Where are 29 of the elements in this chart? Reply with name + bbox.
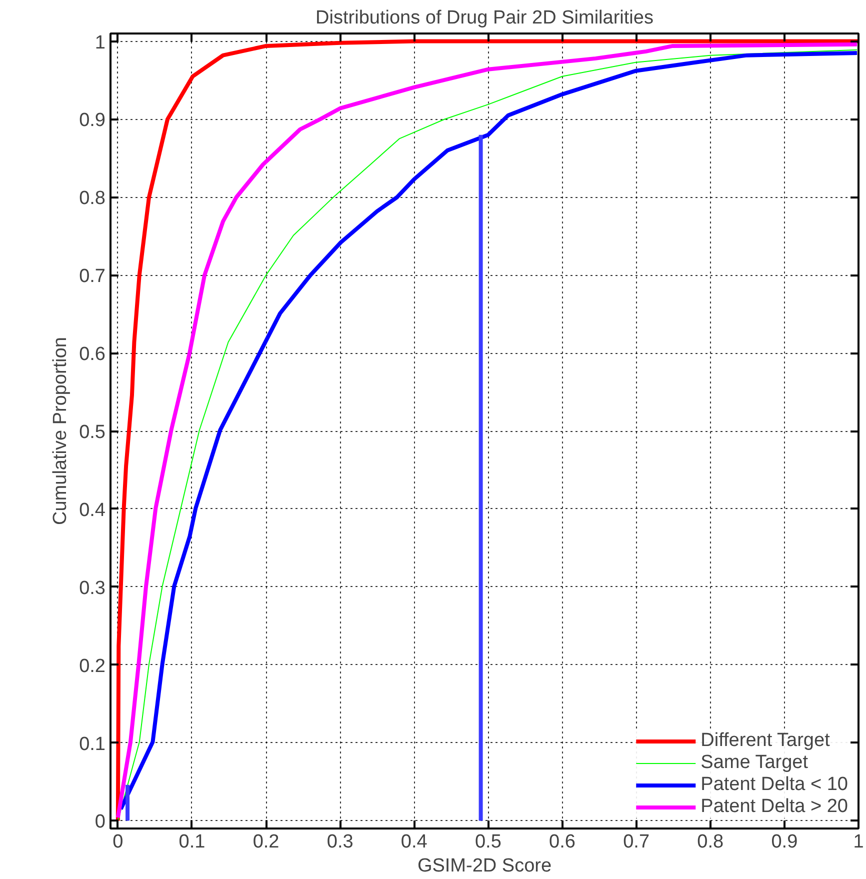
y-tick-label: 0.6 [79,344,106,366]
x-tick-label: 0.1 [178,832,206,852]
y-tick-label: 0.4 [79,500,106,521]
x-tick-label: 1 [853,832,864,852]
legend-label: Patent Delta < 10 [700,774,848,796]
x-tick-label: 0.8 [697,832,724,852]
chart-title: Distributions of Drug Pair 2D Similarities [316,8,654,28]
y-tick-label: 0.1 [79,734,106,755]
x-tick-label: 0.3 [326,832,354,852]
x-tick-label: 0.9 [771,832,798,852]
y-tick-label: 0.5 [79,422,106,443]
legend-label: Same Target [700,752,808,774]
legend-label: Different Target [700,730,830,752]
x-tick-label: 0.2 [252,832,280,852]
x-tick-label: 0.4 [400,832,428,852]
y-tick-label: 0.7 [79,266,106,288]
y-tick-label: 1 [94,32,106,54]
y-tick-label: 0.9 [79,110,106,132]
x-tick-label: 0.7 [623,832,650,852]
x-tick-label: 0 [112,832,124,852]
y-tick-label: 0.3 [79,578,106,599]
y-tick-label: 0 [94,812,106,833]
y-axis-title: Cumulative Proportion [50,337,72,525]
y-tick-label: 0.8 [79,188,106,210]
x-tick-label: 0.5 [474,832,502,852]
legend-label: Patent Delta > 20 [700,796,848,818]
y-tick-label: 0.2 [79,656,106,677]
x-axis-title: GSIM-2D Score [417,856,552,876]
x-tick-label: 0.6 [549,832,576,852]
